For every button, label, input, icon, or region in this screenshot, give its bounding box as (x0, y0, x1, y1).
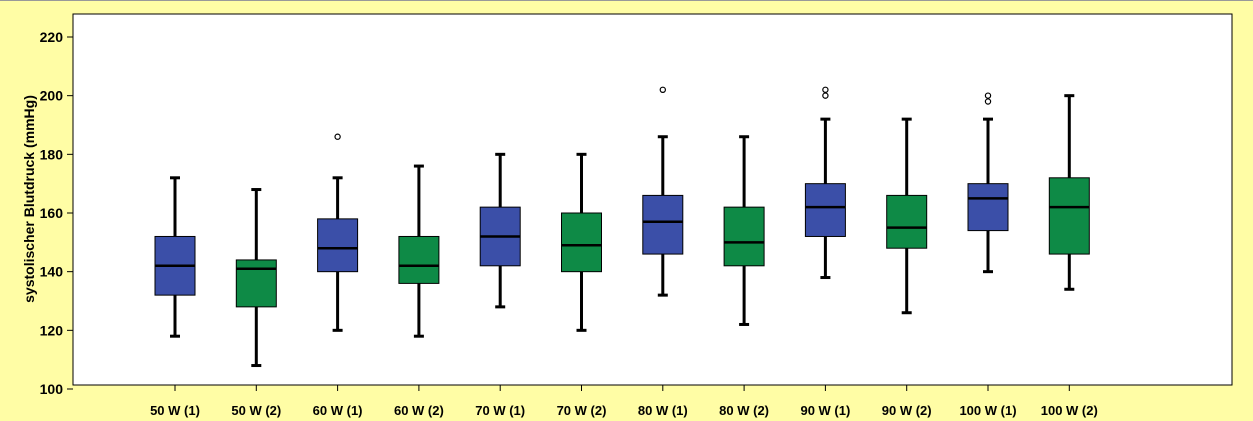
y-tick-label: 200 (40, 88, 64, 104)
box-iqr (235, 259, 277, 308)
box-2 (235, 188, 277, 368)
x-tick-label: 90 W (2) (882, 403, 932, 418)
box-iqr (723, 206, 765, 267)
y-tick-label: 180 (40, 146, 64, 162)
x-tick-label: 80 W (1) (638, 403, 688, 418)
box-iqr (967, 183, 1009, 232)
box-iqr (886, 194, 928, 249)
box-7 (642, 86, 684, 297)
box-iqr (561, 212, 602, 273)
box-10 (886, 117, 928, 315)
x-tick-label: 60 W (1) (313, 403, 363, 418)
y-axis-label: systolischer Blutdruck (mmHg) (21, 95, 37, 303)
box-iqr (642, 194, 684, 255)
x-tick-label: 80 W (2) (719, 403, 769, 418)
outlier-point (984, 98, 992, 105)
y-axis: 100 120 140 160 180 200 220 (40, 29, 73, 397)
x-tick-label: 100 W (2) (1041, 403, 1098, 418)
x-tick-label: 60 W (2) (394, 403, 444, 418)
box-4 (398, 164, 440, 338)
y-tick-label: 220 (40, 29, 64, 45)
outlier-point (822, 92, 829, 99)
y-tick-label: 100 (40, 381, 64, 397)
y-tick-label: 160 (40, 205, 64, 221)
outlier-point (822, 86, 829, 94)
box-9 (804, 86, 846, 280)
box-6 (561, 152, 602, 332)
box-8 (723, 135, 765, 326)
box-iqr (1048, 177, 1090, 255)
box-12 (1048, 94, 1090, 291)
outlier-point (659, 86, 667, 94)
box-1 (154, 176, 196, 338)
x-tick-label: 100 W (1) (959, 403, 1016, 418)
box-iqr (317, 218, 359, 273)
box-iqr (398, 235, 440, 284)
x-tick-label: 50 W (2) (231, 403, 281, 418)
y-tick-label: 120 (40, 322, 64, 338)
y-tick-label: 140 (40, 264, 64, 280)
box-3 (317, 133, 359, 332)
box-11 (967, 92, 1009, 274)
outlier-point (334, 133, 341, 140)
box-iqr (804, 183, 846, 237)
x-tick-label: 90 W (1) (800, 403, 850, 418)
x-tick-label: 70 W (1) (475, 403, 525, 418)
x-tick-label: 50 W (1) (150, 403, 200, 418)
outlier-point (984, 92, 992, 99)
x-axis: 50 W (1) 50 W (2) 60 W (1) 60 W (2) 70 W (1)… (150, 385, 1098, 418)
box-5 (479, 152, 521, 309)
box-series (154, 86, 1090, 368)
x-tick-label: 70 W (2) (557, 403, 607, 418)
